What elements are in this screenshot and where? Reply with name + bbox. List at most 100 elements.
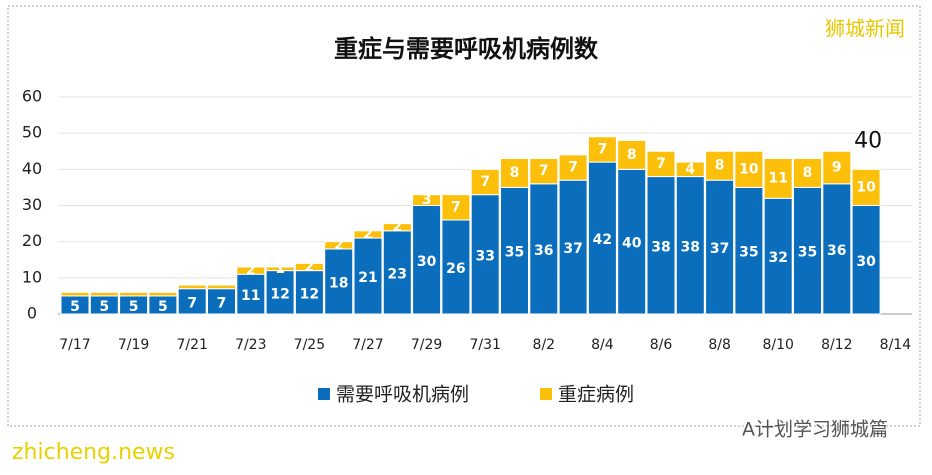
bar-segment — [793, 186, 822, 315]
data-label: 7 — [539, 163, 549, 179]
watermark: 狮城新闻 — [825, 17, 905, 41]
data-label: 30 — [856, 254, 876, 270]
bar-segment — [470, 194, 500, 315]
annotation: 40 — [854, 128, 882, 153]
bar-segment — [675, 176, 705, 315]
x-tick-label: 7/23 — [235, 337, 266, 353]
bar-segment — [734, 150, 764, 188]
data-label: 23 — [388, 266, 407, 282]
bar-segment — [148, 291, 178, 297]
bar-segment — [324, 241, 354, 250]
data-label: 8 — [627, 147, 637, 163]
bar-segment — [500, 186, 529, 315]
x-tick-label: 8/4 — [591, 337, 614, 353]
bar-segment — [851, 205, 881, 315]
data-label: 5 — [158, 299, 168, 315]
bar-segment — [529, 157, 559, 185]
bar-segment — [705, 179, 735, 315]
data-label: 12 — [270, 286, 289, 302]
bar-segment — [587, 136, 617, 163]
y-tick-label: 60 — [22, 87, 42, 106]
x-tick-label: 7/21 — [176, 337, 207, 353]
data-label: 8 — [803, 165, 813, 181]
data-label: 2 — [363, 226, 373, 242]
y-tick-label: 40 — [22, 159, 42, 178]
bar-segment — [558, 154, 588, 181]
data-label: 32 — [768, 250, 787, 266]
x-tick-label: 7/27 — [352, 337, 383, 353]
bar-segment — [441, 194, 471, 221]
data-label: 2 — [305, 259, 315, 275]
data-label: 2 — [246, 263, 256, 279]
bar-segment — [236, 266, 266, 275]
x-tick-label: 8/14 — [880, 337, 912, 353]
data-label: 11 — [241, 288, 260, 304]
bar-segment — [353, 237, 383, 315]
bar-segment — [177, 284, 207, 290]
bar-segment — [353, 230, 383, 239]
bar-segment — [119, 291, 149, 297]
bar-segment — [265, 266, 295, 272]
bar-segment — [617, 139, 647, 170]
legend-swatch — [540, 388, 552, 400]
data-label: 18 — [329, 275, 348, 291]
bar-segment — [412, 194, 442, 206]
data-label: 2 — [334, 237, 344, 253]
data-label: 11 — [768, 170, 787, 186]
bar-segment — [646, 176, 676, 315]
data-label: 5 — [70, 299, 80, 315]
data-label: 7 — [451, 199, 461, 215]
data-label: 8 — [510, 165, 520, 181]
bar-segment — [587, 161, 617, 315]
data-label: 5 — [99, 299, 109, 315]
bar-segment — [207, 284, 236, 290]
y-tick-label: 30 — [22, 195, 42, 214]
y-tick-label: 10 — [22, 267, 42, 286]
data-label: 7 — [598, 141, 608, 157]
x-tick-label: 7/19 — [118, 337, 149, 353]
bar-segment — [177, 288, 207, 315]
bar-segment — [236, 273, 266, 315]
data-label: 35 — [505, 245, 524, 261]
bar-segment — [89, 291, 119, 297]
bar-segment — [500, 157, 529, 188]
bar-segment — [617, 168, 647, 315]
bar-segment — [60, 291, 90, 297]
data-label: 2 — [392, 219, 402, 235]
y-tick-label: 20 — [22, 231, 42, 250]
bar-segment — [763, 197, 793, 315]
data-label: 21 — [358, 270, 377, 286]
bar-segment — [793, 157, 822, 188]
legend-swatch — [318, 388, 330, 400]
x-tick-label: 7/25 — [294, 337, 325, 353]
x-tick-label: 8/6 — [650, 337, 673, 353]
data-label: 37 — [563, 241, 582, 257]
data-label: 40 — [622, 236, 642, 252]
data-label: 12 — [300, 286, 319, 302]
watermark: zhicheng.news — [12, 440, 175, 465]
data-label: 38 — [651, 239, 670, 255]
data-label: 26 — [446, 261, 465, 277]
x-tick-label: 8/12 — [821, 337, 852, 353]
legend-label: 重症病例 — [558, 384, 634, 406]
data-label: 36 — [827, 243, 846, 259]
bar-segment — [763, 157, 793, 199]
x-tick-label: 8/8 — [708, 337, 731, 353]
y-tick-label: 50 — [22, 123, 42, 142]
y-tick-label: 0 — [27, 304, 37, 323]
data-label: 42 — [593, 232, 612, 248]
x-tick-label: 8/2 — [533, 337, 556, 353]
data-label: 10 — [739, 161, 759, 177]
bar-segment — [294, 262, 324, 272]
data-label: 9 — [832, 160, 842, 176]
bar-segment — [207, 288, 236, 315]
watermark: A计划学习狮城篇 — [742, 419, 888, 441]
data-label: 37 — [710, 241, 729, 257]
data-label: 7 — [656, 156, 666, 172]
data-label: 4 — [685, 161, 695, 177]
data-label: 7 — [187, 295, 197, 311]
data-label: 1 — [275, 261, 285, 277]
bar-segment — [822, 150, 852, 185]
bar-segment — [441, 219, 471, 315]
